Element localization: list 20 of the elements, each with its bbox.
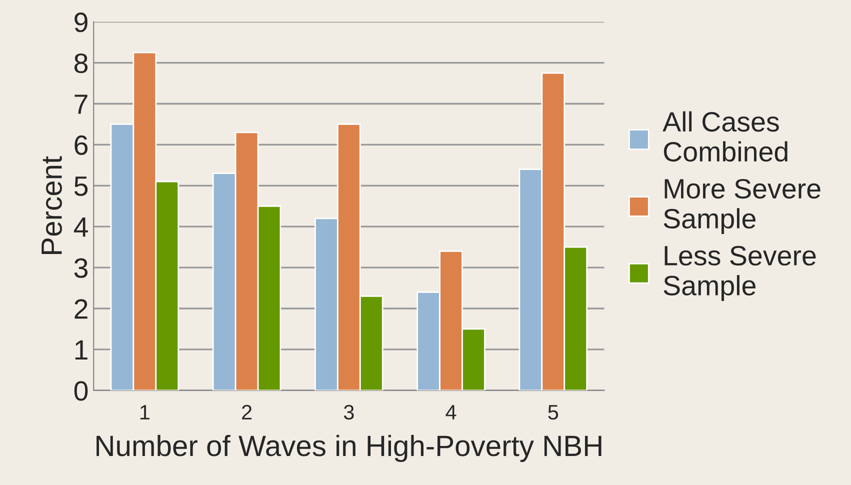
y-tick-label: 4 [74, 218, 88, 237]
y-tick-label: 2 [74, 299, 88, 319]
legend-label: Less Severe Sample [664, 246, 816, 301]
legend-label: More Severe Sample [664, 178, 820, 234]
y-tick-label: 0 [74, 381, 88, 401]
legend-label: All Cases Combined [662, 111, 788, 162]
x-tick-label: 1 [140, 405, 150, 420]
x-tick-label: 3 [344, 404, 354, 420]
y-tick-label: 1 [75, 340, 88, 360]
x-tick-label: 4 [446, 405, 456, 420]
x-tick-label: 5 [548, 405, 558, 420]
y-tick-label: 6 [74, 135, 88, 156]
y-tick-label: 5 [74, 176, 88, 196]
y-tick-label: 9 [74, 12, 88, 32]
y-axis-title: Percent [42, 156, 62, 254]
y-tick-label: 8 [74, 53, 88, 74]
y-tick-label: 3 [74, 258, 88, 278]
x-tick-label: 2 [242, 404, 252, 420]
x-axis-title: Number of Waves in High-Poverty NBH [96, 434, 602, 462]
y-tick-label: 7 [74, 94, 88, 114]
